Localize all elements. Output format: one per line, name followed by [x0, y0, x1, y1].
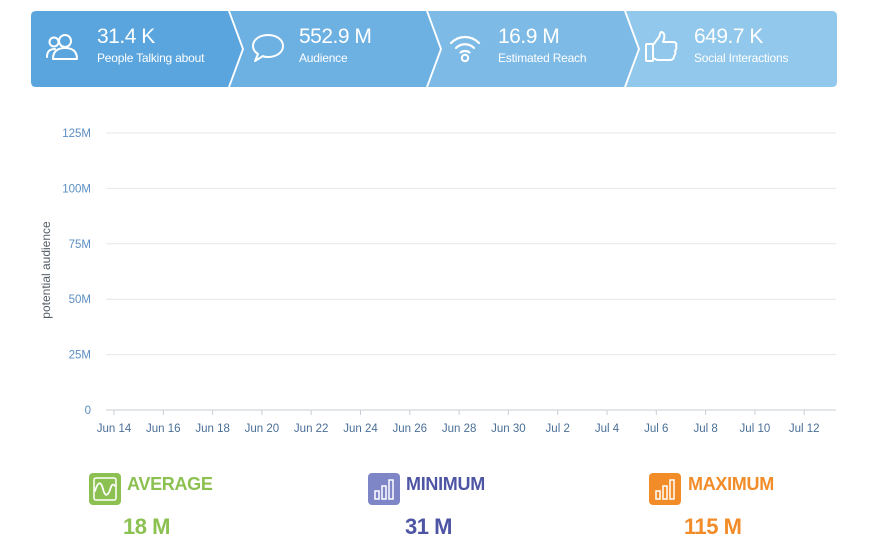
stat-label: People Talking about	[97, 51, 205, 65]
summary-label: MINIMUM	[406, 474, 485, 494]
stats-banner-background	[31, 11, 837, 87]
summary-value: 31 M	[405, 514, 452, 539]
x-tick-label: Jun 26	[393, 423, 428, 435]
y-tick-label: 125M	[62, 128, 91, 140]
summary-value: 115 M	[684, 514, 742, 539]
stat-audience: 552.9 M Audience	[230, 11, 426, 87]
summary-value: 18 M	[123, 514, 170, 539]
thumbs-up-icon	[645, 31, 678, 62]
stat-segment-bg	[428, 11, 638, 87]
y-axis-label: potential audience	[39, 221, 53, 319]
stat-segment-bg	[626, 11, 837, 87]
x-tick-label: Jul 12	[789, 423, 820, 435]
x-tick-label: Jun 18	[195, 423, 230, 435]
x-tick-label: Jul 4	[595, 423, 620, 435]
y-tick-label: 75M	[69, 239, 91, 251]
summary-label: MAXIMUM	[688, 474, 774, 494]
y-tick-label: 25M	[69, 350, 91, 362]
x-tick-label: Jun 14	[97, 423, 132, 435]
stat-segment-bg	[31, 11, 242, 87]
people-icon	[46, 34, 78, 60]
x-tick-label: Jun 28	[442, 423, 477, 435]
x-tick-label: Jun 30	[491, 423, 526, 435]
x-tick-label: Jul 6	[644, 423, 668, 435]
y-tick-label: 100M	[62, 183, 91, 195]
x-tick-label: Jun 24	[343, 423, 378, 435]
stat-label: Social Interactions	[694, 51, 789, 65]
stat-value: 552.9 M	[299, 25, 372, 48]
bar-chart-icon	[649, 473, 681, 505]
wifi-icon	[449, 35, 481, 63]
y-tick-label: 0	[85, 405, 91, 417]
stat-segment-bg	[230, 11, 440, 87]
summary-label: AVERAGE	[127, 474, 213, 494]
stat-social-interactions: 649.7 K Social Interactions	[626, 11, 837, 87]
stat-value: 649.7 K	[694, 25, 763, 48]
chart-gridlines	[106, 132, 836, 356]
x-tick-label: Jul 10	[740, 423, 771, 435]
stats-banner: 31.4 K People Talking about 552.9 M Audi…	[31, 11, 837, 87]
stat-estimated-reach: 16.9 M Estimated Reach	[428, 11, 624, 87]
speech-bubble-icon	[252, 34, 284, 62]
x-tick-label: Jul 8	[693, 423, 717, 435]
x-tick-label: Jul 2	[546, 423, 570, 435]
wave-icon	[89, 473, 121, 505]
stat-value: 31.4 K	[97, 25, 155, 48]
bar-chart-icon	[368, 473, 400, 505]
x-tick-label: Jun 20	[245, 423, 280, 435]
x-tick-label: Jun 22	[294, 423, 329, 435]
x-tick-label: Jun 16	[146, 423, 181, 435]
stat-label: Audience	[299, 51, 348, 65]
y-tick-label: 50M	[69, 294, 91, 306]
y-axis-ticks: 0 25M 50M 75M 100M 125M	[62, 128, 91, 417]
stat-label: Estimated Reach	[498, 51, 587, 65]
stat-value: 16.9 M	[498, 25, 560, 48]
x-axis-ticks: Jun 14 Jun 16 Jun 18 Jun 20 Jun 22 Jun 24 Jun …	[97, 410, 820, 435]
stat-people-talking: 31.4 K People Talking about	[31, 11, 228, 87]
